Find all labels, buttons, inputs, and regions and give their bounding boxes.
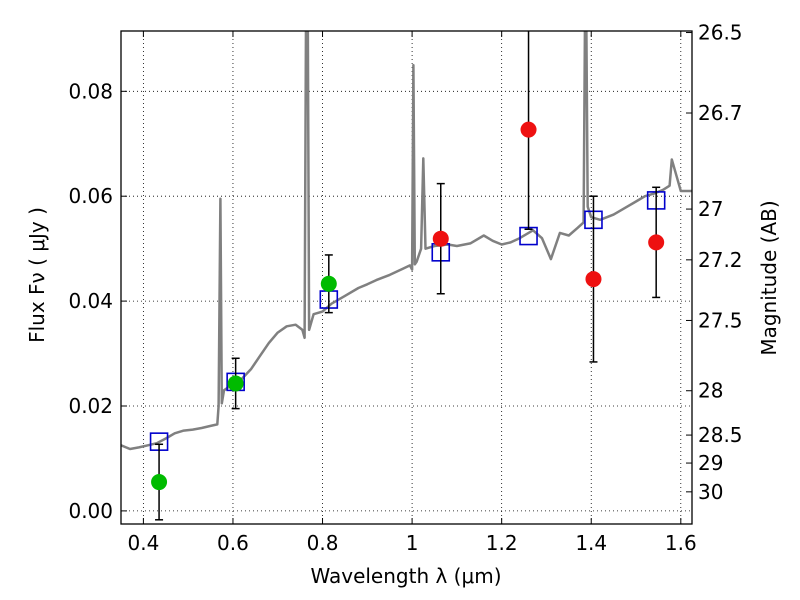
x-tick-label: 1.6 bbox=[665, 531, 697, 555]
photometry-point bbox=[320, 275, 337, 292]
magnitude-tick-label: 27.5 bbox=[698, 308, 743, 332]
x-tick-label: 1 bbox=[406, 531, 419, 555]
x-tick-label: 0.6 bbox=[217, 531, 249, 555]
magnitude-tick-label: 29 bbox=[698, 451, 723, 475]
photometry-point bbox=[648, 234, 665, 251]
data-markers bbox=[149, 31, 666, 521]
y-tick-label: 0.00 bbox=[68, 499, 113, 523]
photometry-point bbox=[151, 474, 168, 491]
axis-ticks: 0.4 0.6 0.8 1 1.2 1.4 1.6 0.00 0.02 0.04 0.06 0.08 2… bbox=[68, 21, 742, 555]
photometry-point bbox=[432, 230, 449, 247]
photometry-point bbox=[520, 121, 537, 138]
grid-lines bbox=[121, 31, 692, 524]
magnitude-tick-label: 26.5 bbox=[698, 21, 743, 45]
photometry-point bbox=[227, 375, 244, 392]
spectrum-line bbox=[121, 31, 692, 451]
magnitude-tick-label: 30 bbox=[698, 480, 723, 504]
y-tick-label: 0.02 bbox=[68, 394, 113, 418]
magnitude-tick-label: 27 bbox=[698, 197, 723, 221]
x-tick-label: 0.4 bbox=[127, 531, 159, 555]
magnitude-axis-label: Magnitude (AB) bbox=[757, 200, 781, 355]
y-axis-label: Flux Fν ( μJy ) bbox=[25, 207, 49, 343]
magnitude-tick-label: 27.2 bbox=[698, 248, 743, 272]
y-tick-label: 0.04 bbox=[68, 289, 113, 313]
model-spectrum bbox=[121, 31, 692, 451]
x-axis-label: Wavelength λ (μm) bbox=[310, 564, 501, 588]
plot-frame bbox=[120, 30, 693, 525]
x-tick-label: 0.8 bbox=[307, 531, 339, 555]
x-tick-label: 1.2 bbox=[486, 531, 518, 555]
photometry-point bbox=[585, 271, 602, 288]
y-tick-label: 0.06 bbox=[68, 184, 113, 208]
magnitude-tick-label: 26.7 bbox=[698, 101, 743, 125]
x-tick-label: 1.4 bbox=[575, 531, 607, 555]
magnitude-tick-label: 28.5 bbox=[698, 423, 743, 447]
magnitude-tick-label: 28 bbox=[698, 379, 723, 403]
y-tick-label: 0.08 bbox=[68, 79, 113, 103]
